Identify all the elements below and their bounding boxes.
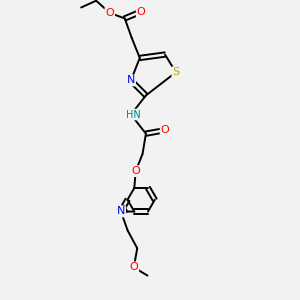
Text: O: O — [131, 166, 140, 176]
Text: S: S — [172, 67, 179, 77]
Text: N: N — [117, 206, 125, 217]
Text: O: O — [160, 125, 169, 135]
Text: HN: HN — [126, 110, 140, 119]
Text: O: O — [130, 262, 138, 272]
Text: O: O — [105, 8, 114, 18]
Text: N: N — [127, 76, 135, 85]
Text: O: O — [137, 7, 146, 16]
